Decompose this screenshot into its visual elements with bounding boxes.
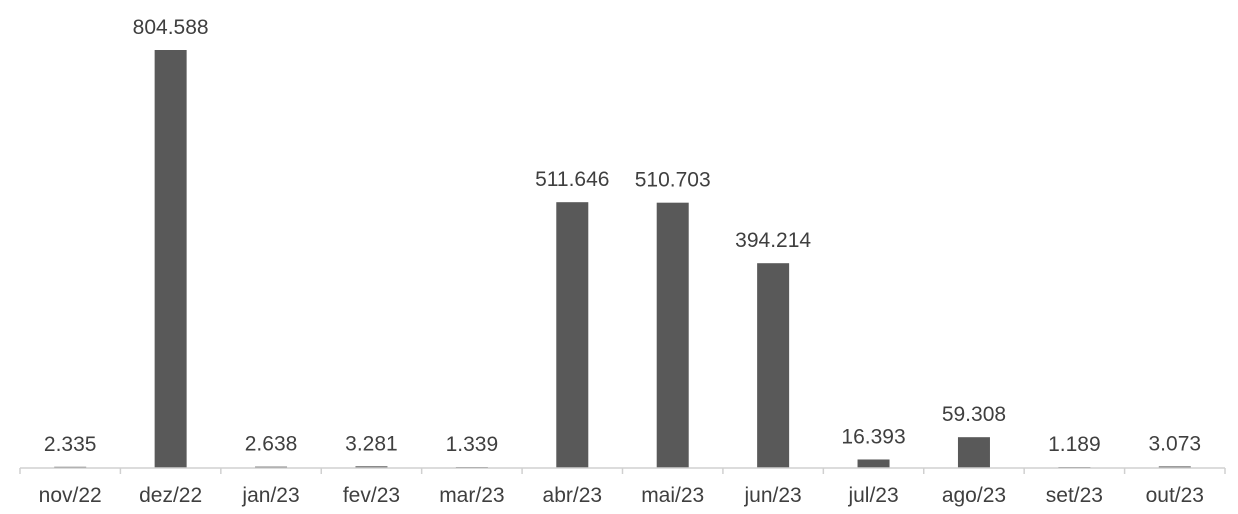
bar-jun-23 bbox=[757, 263, 790, 468]
data-label-out-23: 3.073 bbox=[1149, 432, 1202, 455]
data-label-jun-23: 394.214 bbox=[735, 229, 811, 252]
data-label-mar-23: 1.339 bbox=[446, 433, 499, 456]
x-tick-label-dez-22: dez/22 bbox=[139, 484, 202, 507]
bar-jul-23 bbox=[857, 459, 890, 468]
bar-mai-23 bbox=[656, 202, 689, 468]
x-axis bbox=[19, 467, 1226, 474]
bar-abr-23 bbox=[556, 202, 589, 468]
data-label-set-23: 1.189 bbox=[1048, 433, 1101, 456]
x-tick-label-set-23: set/23 bbox=[1046, 484, 1103, 507]
data-label-nov-22: 2.335 bbox=[44, 433, 97, 456]
x-tick-label-mar-23: mar/23 bbox=[439, 484, 504, 507]
x-tick-labels-group: nov/22 dez/22 jan/23 fev/23 mar/23 abr/23 mai/… bbox=[39, 484, 1204, 507]
bar-out-23 bbox=[1158, 466, 1191, 468]
data-label-ago-23: 59.308 bbox=[942, 403, 1006, 426]
bar-fev-23 bbox=[355, 466, 388, 468]
x-tick-label-out-23: out/23 bbox=[1146, 484, 1204, 507]
data-label-dez-22: 804.588 bbox=[133, 16, 209, 39]
data-labels-group: 2.335 804.588 2.638 3.281 1.339 511.646 510.70… bbox=[44, 16, 1201, 456]
bars-group bbox=[54, 50, 1191, 468]
bar-dez-22 bbox=[154, 50, 187, 468]
data-label-abr-23: 511.646 bbox=[535, 168, 609, 191]
bar-ago-23 bbox=[957, 437, 990, 468]
x-tick-label-abr-23: abr/23 bbox=[543, 484, 603, 507]
x-tick-label-jul-23: jul/23 bbox=[847, 484, 898, 507]
x-tick-label-mai-23: mai/23 bbox=[641, 484, 704, 507]
data-label-jan-23: 2.638 bbox=[245, 433, 298, 456]
data-label-fev-23: 3.281 bbox=[345, 432, 398, 455]
x-tick-label-jun-23: jun/23 bbox=[744, 484, 802, 507]
data-label-jul-23: 16.393 bbox=[841, 425, 905, 448]
x-tick-label-jan-23: jan/23 bbox=[241, 484, 299, 507]
data-label-mai-23: 510.703 bbox=[635, 169, 711, 192]
x-tick-label-ago-23: ago/23 bbox=[942, 484, 1006, 507]
x-tick-label-fev-23: fev/23 bbox=[343, 484, 400, 507]
x-tick-label-nov-22: nov/22 bbox=[39, 484, 102, 507]
